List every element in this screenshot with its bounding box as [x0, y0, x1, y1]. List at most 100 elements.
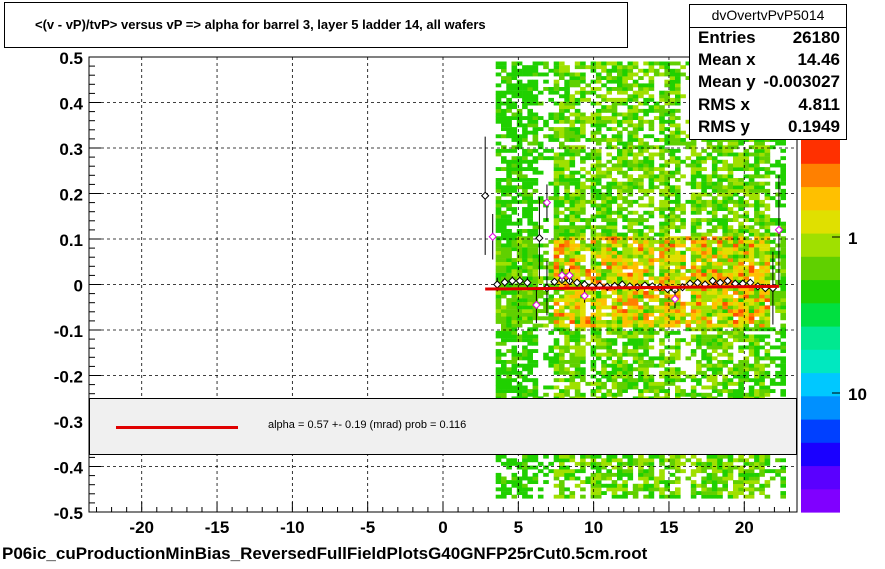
heatmap-cell — [617, 458, 623, 463]
heatmap-cell — [701, 312, 707, 317]
heatmap-cell — [574, 269, 581, 273]
heatmap-cell — [595, 483, 602, 488]
heatmap-cell — [506, 349, 512, 353]
heatmap-cell — [553, 483, 560, 488]
y-tick-label: 0.1 — [59, 231, 83, 250]
heatmap-cell — [632, 356, 639, 361]
heatmap-cell — [780, 225, 786, 230]
heatmap-cell — [595, 298, 602, 302]
heatmap-cell — [653, 385, 660, 390]
heatmap-cell — [574, 327, 581, 332]
heatmap-cell — [648, 199, 655, 204]
heatmap-cell — [606, 247, 612, 252]
heatmap-cell — [501, 218, 507, 222]
heatmap-cell — [675, 90, 681, 95]
heatmap-cell — [574, 127, 581, 131]
heatmap-cell — [664, 269, 670, 273]
heatmap-cell — [564, 294, 570, 299]
heatmap-cell — [696, 327, 702, 332]
heatmap-cell — [690, 199, 697, 204]
heatmap-cell — [527, 199, 533, 204]
heatmap-cell — [532, 378, 539, 383]
heatmap-cell — [569, 294, 576, 299]
heatmap-cell — [780, 480, 786, 484]
y-tick-label: -0.4 — [54, 459, 84, 478]
heatmap-cell — [643, 119, 649, 124]
heatmap-cell — [622, 298, 628, 302]
heatmap-cell — [733, 327, 739, 332]
heatmap-cell — [559, 360, 565, 364]
heatmap-cell — [564, 454, 570, 459]
heatmap-cell — [717, 185, 723, 190]
heatmap-cell — [690, 349, 697, 353]
heatmap-cell — [569, 370, 576, 375]
heatmap-cell — [627, 181, 634, 186]
heatmap-cell — [617, 141, 623, 146]
heatmap-cell — [580, 312, 586, 317]
heatmap-cell — [743, 301, 750, 306]
heatmap-cell — [606, 152, 612, 157]
heatmap-cell — [664, 192, 670, 197]
heatmap-cell — [696, 290, 702, 295]
heatmap-cell — [590, 312, 597, 317]
heatmap-cell — [564, 229, 570, 233]
heatmap-cell — [511, 320, 518, 324]
heatmap-cell — [516, 461, 523, 466]
heatmap-cell — [733, 330, 739, 335]
heatmap-cell — [664, 465, 670, 470]
heatmap-cell — [685, 181, 692, 186]
heatmap-cell — [722, 298, 728, 302]
heatmap-cell — [522, 199, 528, 204]
heatmap-cell — [585, 218, 591, 222]
heatmap-cell — [664, 381, 670, 386]
heatmap-cell — [522, 265, 528, 270]
heatmap-cell — [738, 469, 744, 474]
heatmap-cell — [548, 148, 554, 153]
heatmap-cell — [580, 469, 586, 474]
heatmap-cell — [564, 370, 570, 375]
y-tick-label: -0.2 — [54, 368, 83, 387]
heatmap-cell — [690, 152, 697, 157]
heatmap-cell — [696, 167, 702, 171]
heatmap-cell — [701, 334, 707, 339]
heatmap-cell — [595, 389, 602, 393]
heatmap-cell — [611, 454, 618, 459]
heatmap-cell — [606, 476, 612, 481]
heatmap-cell — [527, 316, 533, 321]
heatmap-cell — [543, 156, 549, 161]
heatmap-cell — [690, 385, 697, 390]
heatmap-cell — [701, 385, 707, 390]
heatmap-cell — [511, 199, 518, 204]
heatmap-cell — [606, 232, 612, 237]
heatmap-cell — [574, 192, 581, 197]
heatmap-cell — [532, 316, 539, 321]
heatmap-cell — [606, 127, 612, 131]
heatmap-cell — [722, 374, 728, 379]
heatmap-cell — [606, 243, 612, 248]
heatmap-cell — [653, 174, 660, 179]
heatmap-cell — [559, 101, 565, 106]
heatmap-cell — [696, 309, 702, 313]
heatmap-cell — [701, 469, 707, 474]
heatmap-cell — [764, 305, 771, 310]
heatmap-cell — [669, 152, 676, 157]
heatmap-cell — [653, 320, 660, 324]
heatmap-cell — [775, 181, 781, 186]
heatmap-cell — [559, 378, 565, 383]
heatmap-cell — [595, 345, 602, 350]
heatmap-cell — [590, 360, 597, 364]
heatmap-cell — [611, 312, 618, 317]
heatmap-cell — [601, 214, 607, 219]
heatmap-cell — [696, 465, 702, 470]
heatmap-cell — [759, 483, 765, 488]
heatmap-cell — [648, 152, 655, 157]
heatmap-cell — [553, 309, 560, 313]
profile-point-alt — [488, 232, 497, 241]
heatmap-cell — [669, 83, 676, 88]
heatmap-cell — [617, 90, 623, 95]
heatmap-cell — [580, 90, 586, 95]
heatmap-cell — [532, 247, 539, 252]
heatmap-cell — [669, 170, 676, 175]
heatmap-cell — [706, 145, 713, 150]
heatmap-cell — [669, 243, 676, 248]
